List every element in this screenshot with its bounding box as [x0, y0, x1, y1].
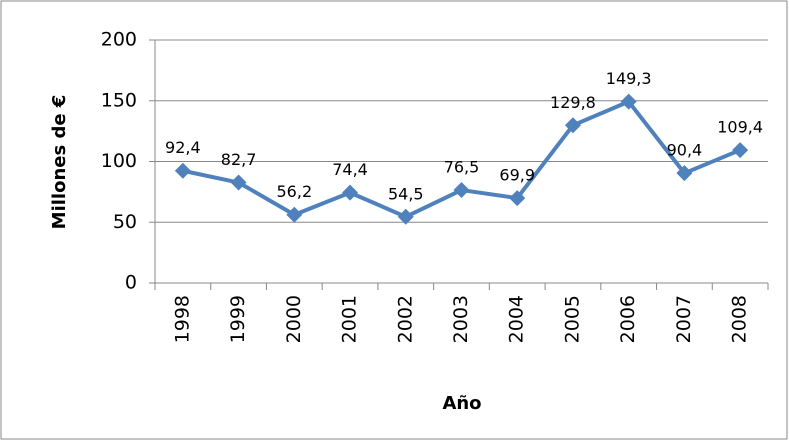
data-label: 82,7: [221, 150, 257, 169]
data-label: 90,4: [667, 141, 703, 160]
x-tick-label: 2003: [450, 295, 472, 343]
x-axis-title: Año: [442, 393, 481, 414]
data-label: 74,4: [332, 160, 368, 179]
data-label: 149,3: [606, 69, 652, 88]
x-tick-label: 2002: [394, 295, 416, 343]
y-tick-label: 50: [113, 211, 137, 233]
x-tick-label: 2001: [339, 295, 361, 343]
marker: [230, 174, 247, 191]
data-label: 54,5: [388, 184, 424, 203]
y-axis-title: Millones de €: [49, 95, 70, 230]
y-tick-label: 0: [125, 272, 137, 294]
marker: [509, 190, 526, 207]
y-tick-label: 150: [101, 89, 137, 111]
data-label: 129,8: [550, 93, 596, 112]
marker: [732, 142, 749, 159]
x-tick-label: 2008: [729, 295, 751, 343]
y-tick-label: 200: [101, 29, 137, 51]
marker: [453, 182, 470, 199]
data-label: 56,2: [277, 182, 313, 201]
x-tick-label: 2007: [673, 295, 695, 343]
x-tick-label: 2006: [617, 295, 639, 343]
data-label: 109,4: [717, 118, 763, 137]
marker: [397, 208, 414, 225]
x-tick-label: 2000: [283, 295, 305, 343]
data-label: 92,4: [165, 138, 201, 157]
marker: [620, 93, 637, 110]
y-tick-label: 100: [101, 150, 137, 172]
data-label: 69,9: [499, 166, 535, 185]
marker: [676, 165, 693, 182]
marker: [174, 162, 191, 179]
x-tick-label: 1999: [227, 295, 249, 343]
marker: [564, 117, 581, 134]
x-tick-label: 2004: [506, 295, 528, 343]
marker: [286, 206, 303, 223]
marker: [342, 184, 359, 201]
x-tick-label: 1998: [171, 295, 193, 343]
data-label: 76,5: [444, 158, 480, 177]
x-tick-label: 2005: [561, 295, 583, 343]
